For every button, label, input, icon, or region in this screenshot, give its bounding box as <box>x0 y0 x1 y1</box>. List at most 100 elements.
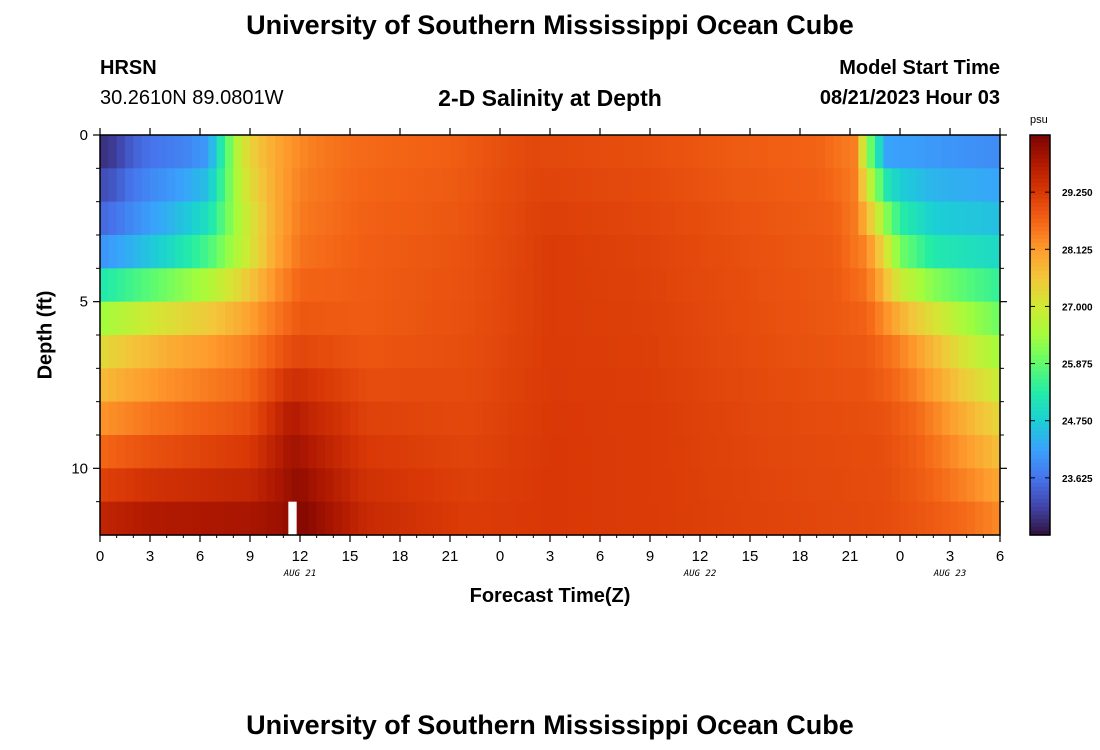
heatmap-cell <box>650 268 659 303</box>
heatmap-cell <box>608 235 618 269</box>
heatmap-cell <box>308 335 318 369</box>
heatmap-cell <box>925 235 934 269</box>
heatmap-cell <box>858 368 868 403</box>
heatmap-cell <box>508 435 518 469</box>
heatmap-cell <box>391 435 401 469</box>
heatmap-cell <box>616 435 626 469</box>
heatmap-cell <box>325 501 334 536</box>
heatmap-cell <box>775 335 784 369</box>
heatmap-cell <box>500 168 509 203</box>
heatmap-cell <box>758 468 768 503</box>
heatmap-cell <box>975 501 984 536</box>
heatmap-cell <box>966 135 976 169</box>
heatmap-cell <box>416 301 426 336</box>
model-start-time: 08/21/2023 Hour 03 <box>819 87 1000 109</box>
heatmap-cell <box>916 135 926 169</box>
heatmap-cell <box>508 501 518 536</box>
heatmap-cell <box>266 301 276 336</box>
heatmap-cell <box>183 235 193 269</box>
heatmap-cell <box>908 168 918 203</box>
heatmap-cell <box>283 235 293 269</box>
heatmap-cell <box>825 401 834 436</box>
colorbar-tick-label: 28.125 <box>1062 245 1093 256</box>
heatmap-cell <box>950 435 959 469</box>
heatmap-cell <box>150 401 159 436</box>
heatmap-cell <box>675 468 684 503</box>
heatmap-cell <box>583 468 593 503</box>
heatmap-cell <box>566 501 576 536</box>
heatmap-cell <box>183 401 193 436</box>
heatmap-cell <box>933 201 943 236</box>
heatmap-cell <box>100 168 109 203</box>
heatmap-cell <box>883 135 893 169</box>
heatmap-cell <box>908 368 918 403</box>
heatmap-cell <box>941 235 951 269</box>
heatmap-cell <box>933 468 943 503</box>
heatmap-cell <box>825 335 834 369</box>
heatmap-cell <box>266 468 276 503</box>
heatmap-cell <box>925 368 934 403</box>
heatmap-cell <box>850 401 859 436</box>
heatmap-cell <box>391 468 401 503</box>
heatmap-cell <box>791 168 801 203</box>
heatmap-cell <box>783 168 793 203</box>
colorbar-swatch <box>1030 171 1050 176</box>
heatmap-cell <box>200 368 209 403</box>
heatmap-cell <box>125 135 134 169</box>
heatmap-cell <box>858 135 868 169</box>
heatmap-cell <box>516 268 526 303</box>
colorbar-swatch <box>1030 491 1050 496</box>
heatmap-cell <box>816 401 826 436</box>
colorbar-swatch <box>1030 315 1050 320</box>
heatmap-cell <box>425 401 434 436</box>
heatmap-cell <box>983 268 993 303</box>
heatmap-cell <box>658 235 668 269</box>
heatmap-cell <box>458 268 468 303</box>
heatmap-cell <box>883 301 893 336</box>
heatmap-cell <box>683 168 693 203</box>
heatmap-cell <box>333 135 343 169</box>
heatmap-cell <box>825 135 834 169</box>
heatmap-cell <box>616 235 626 269</box>
heatmap-cell <box>975 135 984 169</box>
heatmap-cell <box>900 401 909 436</box>
heatmap-cell <box>841 301 851 336</box>
heatmap-cell <box>216 301 226 336</box>
heatmap-cell <box>908 468 918 503</box>
heatmap-cell <box>658 368 668 403</box>
heatmap-cell <box>125 301 134 336</box>
colorbar-swatch <box>1030 147 1050 152</box>
heatmap-cell <box>316 235 326 269</box>
heatmap-cell <box>733 335 743 369</box>
heatmap-cell <box>958 135 968 169</box>
heatmap-cell <box>233 401 243 436</box>
heatmap-cell <box>775 435 784 469</box>
heatmap-cell <box>800 335 809 369</box>
heatmap-cell <box>541 435 551 469</box>
heatmap-cell <box>208 201 218 236</box>
heatmap-cell <box>733 135 743 169</box>
heatmap-cell <box>150 235 159 269</box>
heatmap-cell <box>933 235 943 269</box>
colorbar-swatch <box>1030 211 1050 216</box>
heatmap-cell <box>825 468 834 503</box>
heatmap-cell <box>691 168 701 203</box>
heatmap-cell <box>775 168 784 203</box>
heatmap-cell <box>308 201 318 236</box>
heatmap-cell <box>408 501 418 536</box>
heatmap-cell <box>541 235 551 269</box>
heatmap-cell <box>583 435 593 469</box>
heatmap-cell <box>533 135 543 169</box>
heatmap-cell <box>816 468 826 503</box>
heatmap-cell <box>125 435 134 469</box>
heatmap-cell <box>233 268 243 303</box>
heatmap-cell <box>666 168 676 203</box>
heatmap-cell <box>325 201 334 236</box>
heatmap-cell <box>150 135 159 169</box>
colorbar-swatch <box>1030 231 1050 236</box>
heatmap-cell <box>241 168 251 203</box>
colorbar-swatch <box>1030 195 1050 200</box>
heatmap-cell <box>575 201 584 236</box>
heatmap-cell <box>958 435 968 469</box>
heatmap-cell <box>316 401 326 436</box>
